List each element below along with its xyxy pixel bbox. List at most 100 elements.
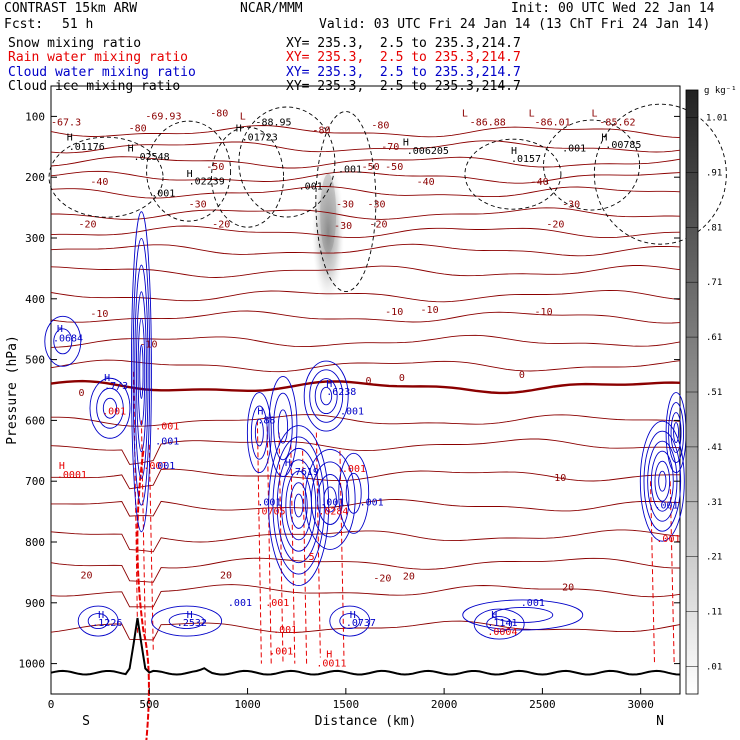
annotation-105: .0011 <box>316 659 346 670</box>
annotation-57: H <box>57 324 63 335</box>
cloud-contour-7-3 <box>323 486 337 513</box>
cloud-contour-0-0 <box>130 211 152 533</box>
annotation-31: .001 <box>338 164 362 175</box>
annotation-55: 0 <box>399 373 405 384</box>
cloud-contour-9-5 <box>658 470 667 492</box>
fcst-label: Fcst: <box>4 17 44 32</box>
cloud-contour-4-2 <box>277 409 289 444</box>
annotation-1: -80 <box>210 108 228 119</box>
isotherm-line-7 <box>50 243 681 257</box>
colorbar-label-0: .01 <box>706 663 722 673</box>
annotation-88: 20 <box>403 572 415 583</box>
isotherm--30 <box>51 207 681 220</box>
annotation-40: -30 <box>336 200 354 211</box>
annotation-11: -85.62 <box>599 118 635 129</box>
rain-contour-11 <box>669 481 675 664</box>
annotation-100: H <box>491 610 497 621</box>
annotation-97: .0737 <box>346 618 376 629</box>
ice-contour-3 <box>238 106 336 218</box>
cloud-contour-12-0 <box>151 605 223 637</box>
isotherm-line-17 <box>51 499 681 517</box>
x-tick-label-3000: 3000 <box>627 698 654 711</box>
rain-contour-6 <box>290 444 296 664</box>
annotation-80: .001 <box>360 498 384 509</box>
south-label: S <box>82 714 90 729</box>
annotation-93: .2532 <box>177 618 207 629</box>
annotation-27: .0157 <box>511 154 541 165</box>
rain-contour-1 <box>140 420 146 640</box>
annotation-82: .001 <box>654 501 678 512</box>
cloud-contour-4-0 <box>268 376 298 477</box>
field-cloud-label: Cloud water mixing ratio <box>8 65 196 80</box>
annotation-0: -69.93 <box>145 111 181 122</box>
fcst-value: 51 h <box>62 17 94 32</box>
cloud-contour-6-0 <box>303 360 349 432</box>
y-tick-label-300: 300 <box>25 232 45 245</box>
cloud-contour-5-6 <box>293 493 304 518</box>
annotation-42: -30 <box>562 200 580 211</box>
ice-contour-6 <box>543 119 640 211</box>
annotation-39: -30 <box>189 200 207 211</box>
cloud-contour-4-1 <box>273 392 293 461</box>
annotation-7: -86.88 <box>470 118 506 129</box>
cloud-contour-9-3 <box>650 450 674 512</box>
annotation-18: H <box>128 144 134 155</box>
annotation-102: .0004 <box>487 627 517 638</box>
x-tick-label-0: 0 <box>48 698 55 711</box>
annotation-21: .006205 <box>407 146 449 157</box>
cloud-contour-0-4 <box>137 317 146 426</box>
y-tick-label-600: 600 <box>25 414 45 427</box>
annotation-17: .01723 <box>242 133 278 144</box>
rain-water-contours <box>133 371 675 740</box>
annotation-19: .02548 <box>134 152 170 163</box>
field-ice-xy: XY= 235.3, 2.5 to 235.3,214.7 <box>286 79 521 94</box>
annotation-91: .1226 <box>92 618 122 629</box>
annotation-49: -10 <box>421 305 439 316</box>
annotation-3: -88.95 <box>255 118 291 129</box>
annotation-53: 0 <box>79 388 85 399</box>
ice-contour-4 <box>315 111 377 292</box>
annotation-62: H <box>257 406 263 417</box>
cloud-contour-3-2 <box>254 418 264 447</box>
snow-plume <box>312 161 345 302</box>
annotation-94: .001 <box>228 598 252 609</box>
cloud-contour-2-1 <box>96 387 124 429</box>
cloud-water-contours <box>44 211 687 640</box>
annotation-79: .0284 <box>318 507 348 518</box>
temperature-isotherms <box>50 125 681 641</box>
isotherm-line-19 <box>50 557 681 583</box>
y-tick-label-400: 400 <box>25 293 45 306</box>
x-tick-label-2500: 2500 <box>529 698 556 711</box>
annotation-12: -67.3 <box>51 118 81 129</box>
y-tick-label-900: 900 <box>25 597 45 610</box>
annotation-90: H <box>98 610 104 621</box>
cloud-contour-9-4 <box>654 460 671 502</box>
colorbar-label-2: .21 <box>706 553 722 563</box>
annotation-35: -40 <box>417 177 435 188</box>
terrain-surface <box>50 617 681 676</box>
chart-title: CONTRAST 15km ARW <box>4 1 138 16</box>
cloud-contour-5-3 <box>281 459 317 552</box>
field-snow-label: Snow mixing ratio <box>8 36 142 51</box>
colorbar-label-7: .71 <box>706 278 722 288</box>
cloud-contour-6-1 <box>309 369 344 423</box>
center-label: NCAR/MMM <box>240 1 303 16</box>
y-tick-label-500: 500 <box>25 354 45 367</box>
annotation-61: .001 <box>102 406 126 417</box>
y-tick-label-1000: 1000 <box>19 658 46 671</box>
isotherm--40 <box>50 186 681 199</box>
rain-contour-3 <box>256 420 262 664</box>
annotation-13: -80 <box>129 124 147 135</box>
init-time: Init: 00 UTC Wed 22 Jan 14 <box>511 1 715 16</box>
ice-contour-0 <box>48 136 164 218</box>
annotation-60: .7/3 <box>104 381 128 392</box>
colorbar-unit: g kg⁻¹ <box>704 86 737 96</box>
snow-shading <box>312 161 345 302</box>
rain-contour-5 <box>278 432 284 664</box>
snow-core <box>320 173 337 254</box>
cloud-contour-1-1 <box>53 328 73 355</box>
cloud-contour-13-1 <box>339 613 361 629</box>
annotation-84: 10 <box>554 473 566 484</box>
annotation-2: L <box>240 111 246 122</box>
cloud-contour-7-2 <box>317 473 344 525</box>
